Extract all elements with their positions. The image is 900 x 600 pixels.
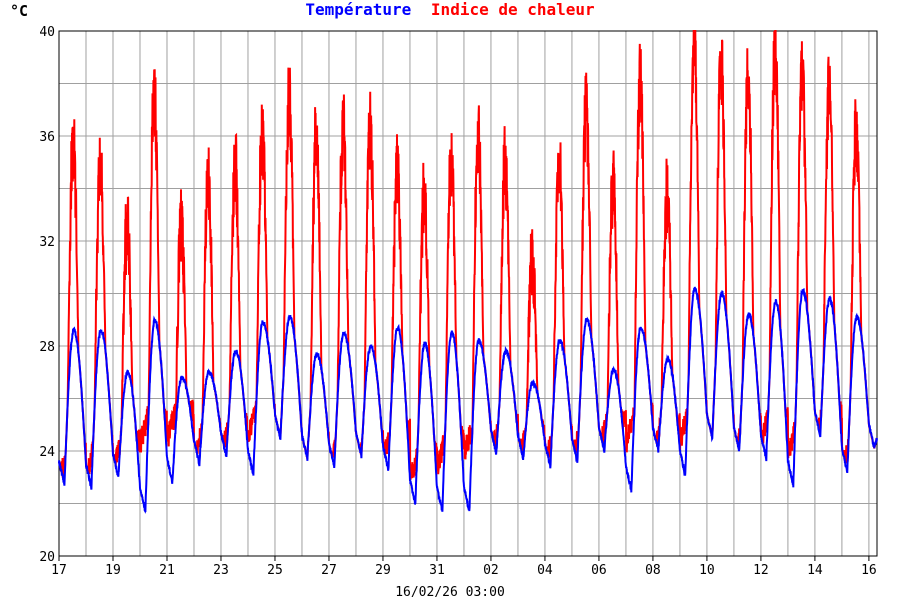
legend-heat-index: Indice de chaleur bbox=[431, 0, 595, 19]
x-tick-label: 19 bbox=[105, 563, 121, 578]
legend-temperature: Température bbox=[305, 0, 411, 19]
x-tick-label: 12 bbox=[753, 563, 769, 578]
x-tick-label: 06 bbox=[591, 563, 607, 578]
y-unit-label: °C bbox=[10, 2, 28, 20]
series-line-temperature bbox=[58, 286, 878, 514]
x-tick-label: 16 bbox=[861, 563, 877, 578]
x-tick-label: 23 bbox=[213, 563, 229, 578]
x-tick-label: 02 bbox=[483, 563, 499, 578]
y-tick-label: 40 bbox=[39, 25, 55, 40]
y-tick-label: 20 bbox=[39, 550, 55, 565]
y-tick-label: 32 bbox=[39, 235, 55, 250]
x-tick-label: 14 bbox=[807, 563, 823, 578]
plot-frame bbox=[58, 30, 878, 557]
y-tick-label: 24 bbox=[39, 445, 55, 460]
timestamp-label: 16/02/26 03:00 bbox=[395, 585, 505, 600]
y-tick-label: 28 bbox=[39, 340, 55, 355]
x-tick-label: 17 bbox=[51, 563, 67, 578]
x-tick-label: 31 bbox=[429, 563, 445, 578]
x-tick-label: 27 bbox=[321, 563, 337, 578]
x-tick-label: 04 bbox=[537, 563, 553, 578]
x-axis-ticks: 17 19 21 23 25 27 29 31 02 04 06 08 10 12 14 16 bbox=[51, 556, 877, 578]
series-layer bbox=[58, 30, 878, 514]
x-tick-label: 10 bbox=[699, 563, 715, 578]
x-tick-label: 25 bbox=[267, 563, 283, 578]
x-tick-label: 29 bbox=[375, 563, 391, 578]
x-tick-label: 21 bbox=[159, 563, 175, 578]
legend: Température Indice de chaleur bbox=[305, 0, 594, 19]
y-tick-label: 36 bbox=[39, 130, 55, 145]
x-tick-label: 08 bbox=[645, 563, 661, 578]
y-axis-ticks: 20 24 28 32 36 40 bbox=[39, 25, 55, 565]
